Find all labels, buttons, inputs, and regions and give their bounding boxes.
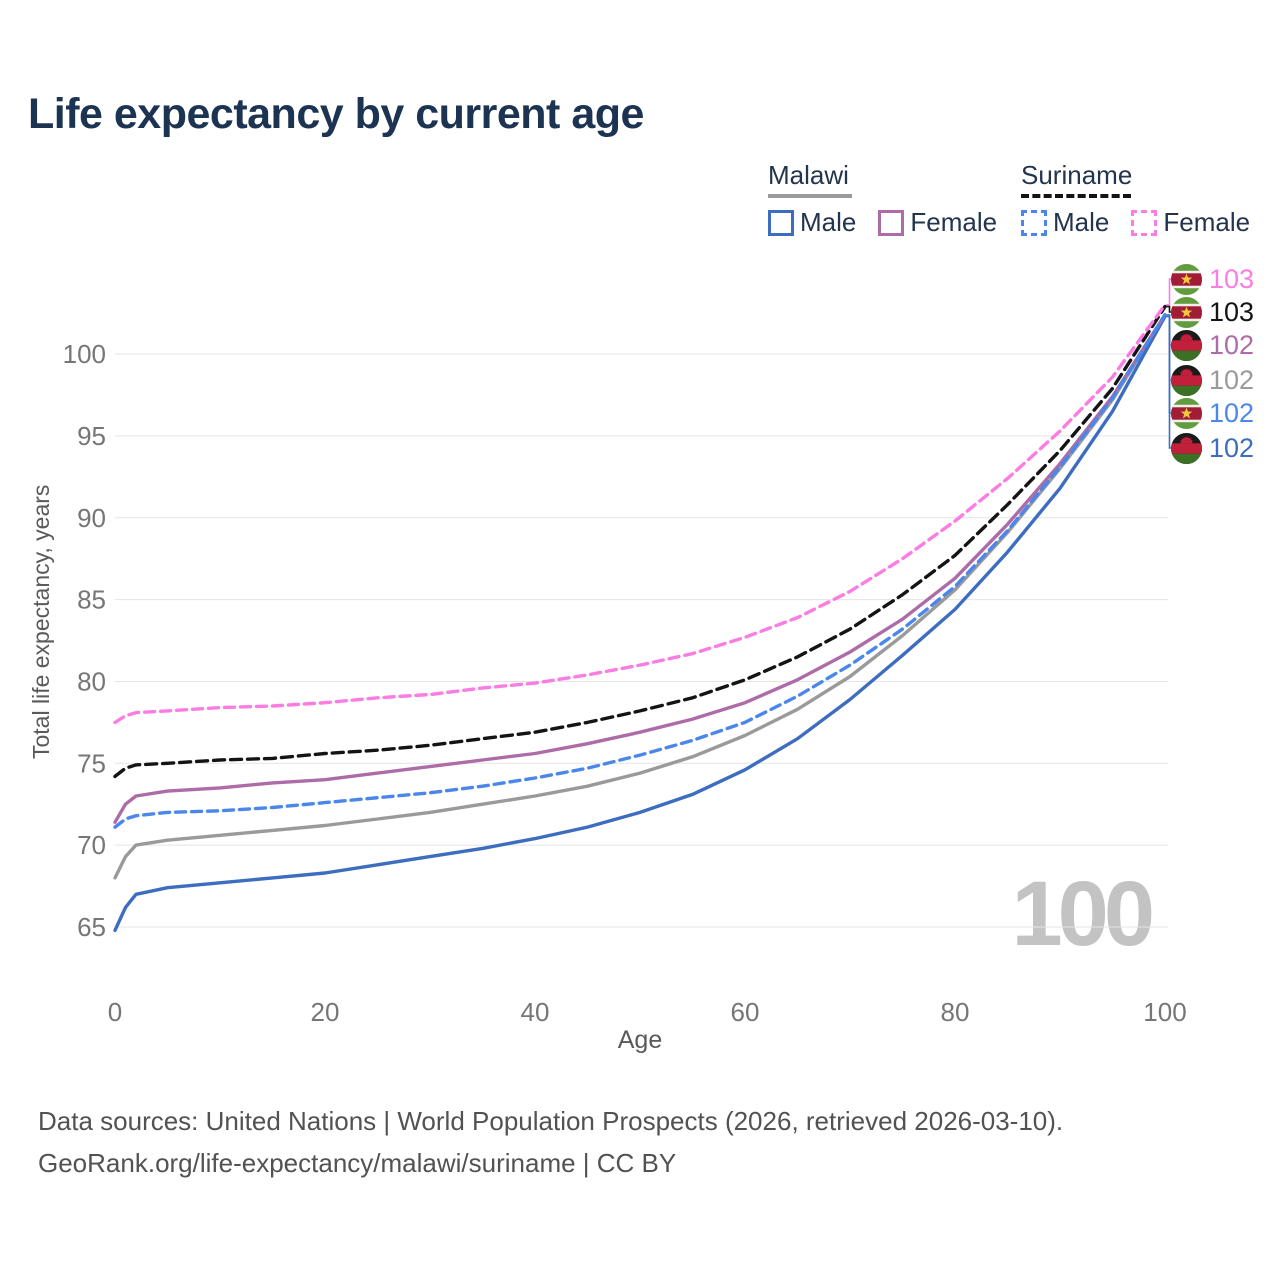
leader-line-malawi_male xyxy=(1166,315,1172,449)
series-line-malawi_all xyxy=(113,313,1167,880)
legend-item-malawi-male[interactable]: Male xyxy=(768,207,856,238)
y-tick-label-75: 75 xyxy=(77,748,106,778)
x-tick-label-100: 100 xyxy=(1143,997,1186,1027)
y-tick-label-70: 70 xyxy=(77,830,106,860)
series-line-malawi_male xyxy=(113,314,1167,932)
x-tick-label-20: 20 xyxy=(311,997,340,1027)
x-tick-label-60: 60 xyxy=(731,997,760,1027)
legend-group-suriname: Suriname Male Female xyxy=(1021,160,1250,238)
age-watermark: 100 xyxy=(1011,863,1156,965)
x-axis-title: Age xyxy=(617,1026,663,1054)
legend-swatch-suriname-female xyxy=(1131,209,1158,236)
series-line-suriname_all xyxy=(113,304,1167,779)
series-line-malawi_female xyxy=(113,313,1167,824)
legend-country-malawi: Malawi xyxy=(768,160,849,190)
legend-line-sample-dashed xyxy=(1021,194,1131,198)
y-tick-label-100: 100 xyxy=(63,339,106,369)
legend-swatch-malawi-female xyxy=(878,209,905,236)
leader-line-suriname_female xyxy=(1166,278,1172,306)
legend-group-malawi: Malawi Male Female xyxy=(768,160,997,238)
y-tick-label-65: 65 xyxy=(77,912,106,942)
legend-label-suriname-female: Female xyxy=(1163,207,1251,237)
x-tick-label-40: 40 xyxy=(521,997,550,1027)
legend-swatch-suriname-male xyxy=(1021,209,1047,236)
x-tick-label-0: 0 xyxy=(108,997,122,1027)
legend-label-malawi-male: Male xyxy=(800,207,857,237)
legend-item-suriname-female[interactable]: Female xyxy=(1131,207,1250,238)
legend-country-suriname: Suriname xyxy=(1021,160,1133,190)
footer-attribution: GeoRank.org/life-expectancy/malawi/surin… xyxy=(38,1148,677,1178)
legend-label-suriname-male: Male xyxy=(1053,207,1110,237)
y-tick-label-80: 80 xyxy=(77,667,106,697)
chart-title: Life expectancy by current age xyxy=(28,90,644,138)
leader-line-suriname_all xyxy=(1166,305,1172,313)
x-tick-label-80: 80 xyxy=(941,997,970,1027)
legend-item-suriname-male[interactable]: Male xyxy=(1021,207,1109,238)
y-tick-label-95: 95 xyxy=(77,421,106,451)
series-line-suriname_female xyxy=(113,303,1167,725)
legend-label-malawi-female: Female xyxy=(910,207,998,237)
footer-data-sources: Data sources: United Nations | World Pop… xyxy=(38,1106,1064,1136)
y-tick-label-85: 85 xyxy=(77,585,106,615)
legend-item-malawi-female[interactable]: Female xyxy=(878,207,997,238)
legend-swatch-malawi-male xyxy=(768,209,794,236)
legend-line-sample-solid xyxy=(768,194,852,198)
series-line-suriname_male xyxy=(113,313,1167,829)
y-tick-label-90: 90 xyxy=(77,503,106,533)
